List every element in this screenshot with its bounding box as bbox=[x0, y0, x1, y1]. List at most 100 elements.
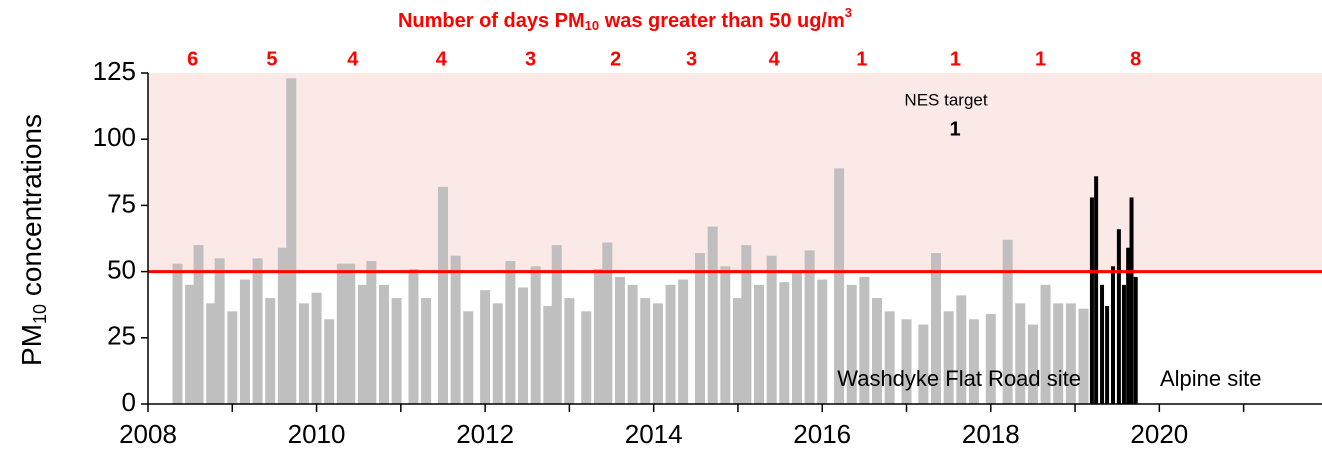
x-tick-label: 2012 bbox=[456, 419, 514, 449]
exceedance-count: 3 bbox=[525, 48, 536, 70]
bar bbox=[172, 263, 183, 404]
bar bbox=[518, 287, 529, 404]
bar bbox=[614, 276, 625, 404]
bar bbox=[640, 298, 651, 404]
chart-title: Number of days PM10 was greater than 50 … bbox=[398, 5, 852, 33]
bar bbox=[1040, 284, 1051, 404]
y-tick-label: 125 bbox=[93, 56, 136, 86]
bar bbox=[602, 242, 613, 404]
bar bbox=[918, 324, 929, 404]
bar bbox=[551, 245, 562, 404]
bar bbox=[1133, 276, 1138, 404]
exceedance-count: 3 bbox=[686, 48, 697, 70]
bar bbox=[859, 276, 870, 404]
bar bbox=[1100, 284, 1105, 404]
exceedance-count: 4 bbox=[347, 48, 359, 70]
bar bbox=[627, 284, 638, 404]
site-label: Washdyke Flat Road site bbox=[837, 366, 1081, 391]
bar bbox=[185, 284, 196, 404]
y-tick-label: 50 bbox=[107, 254, 136, 284]
bar bbox=[1121, 284, 1126, 404]
ylabel-part: concentrations bbox=[16, 114, 47, 304]
bar bbox=[252, 258, 263, 404]
bar bbox=[779, 282, 790, 404]
exceedance-count: 1 bbox=[856, 48, 867, 70]
bar bbox=[741, 245, 752, 404]
title-sup: 3 bbox=[845, 5, 852, 20]
bar bbox=[1116, 229, 1121, 404]
bar bbox=[1002, 239, 1013, 404]
x-tick-label: 2014 bbox=[625, 419, 683, 449]
bar bbox=[357, 284, 368, 404]
exceedance-count: 6 bbox=[187, 48, 198, 70]
bar bbox=[581, 311, 592, 404]
bar bbox=[766, 255, 777, 404]
bar bbox=[543, 306, 554, 404]
y-tick-label: 25 bbox=[107, 321, 136, 351]
bar bbox=[480, 290, 491, 404]
y-tick-label: 0 bbox=[122, 387, 136, 417]
bar bbox=[652, 303, 663, 404]
bar bbox=[1110, 266, 1115, 404]
bar bbox=[968, 319, 979, 404]
bar bbox=[324, 319, 335, 404]
exceedance-count: 2 bbox=[610, 48, 621, 70]
bar bbox=[564, 298, 575, 404]
bar bbox=[593, 268, 604, 404]
target-label: NES target bbox=[904, 90, 987, 109]
bar bbox=[817, 279, 828, 404]
bar bbox=[1126, 247, 1131, 404]
bar bbox=[391, 298, 402, 404]
target-value: 1 bbox=[949, 118, 960, 140]
title-part: Number of days PM bbox=[398, 10, 585, 32]
ylabel-sub: 10 bbox=[30, 304, 50, 324]
bar bbox=[846, 284, 857, 404]
bar bbox=[214, 258, 225, 404]
bar bbox=[378, 284, 389, 404]
exceedance-zone bbox=[148, 73, 1322, 272]
bar bbox=[492, 303, 503, 404]
bar bbox=[1089, 197, 1094, 404]
bar bbox=[943, 311, 954, 404]
bar bbox=[206, 303, 217, 404]
bar bbox=[1065, 303, 1076, 404]
bar bbox=[298, 303, 309, 404]
y-tick-label: 75 bbox=[107, 188, 136, 218]
bar bbox=[985, 313, 996, 404]
x-tick-label: 2016 bbox=[793, 419, 851, 449]
bar bbox=[437, 186, 448, 404]
bar bbox=[450, 255, 461, 404]
bar bbox=[754, 284, 765, 404]
bar bbox=[884, 311, 895, 404]
bar bbox=[834, 168, 845, 404]
bar bbox=[193, 245, 204, 404]
bar bbox=[931, 253, 942, 404]
bar bbox=[408, 268, 419, 404]
bar bbox=[286, 78, 297, 405]
exceedance-count: 4 bbox=[436, 48, 448, 70]
exceedance-count: 5 bbox=[266, 48, 277, 70]
bar bbox=[1078, 308, 1089, 404]
bar bbox=[872, 298, 883, 404]
bar bbox=[239, 279, 250, 404]
bar bbox=[665, 284, 676, 404]
exceedance-count: 8 bbox=[1130, 48, 1141, 70]
exceedance-count: 1 bbox=[950, 48, 961, 70]
bar bbox=[311, 292, 322, 404]
title-sub: 10 bbox=[585, 18, 599, 33]
x-tick-label: 2020 bbox=[1130, 419, 1188, 449]
title-part: was greater than 50 ug/m bbox=[599, 10, 845, 32]
bar bbox=[1053, 303, 1064, 404]
ylabel-part: PM bbox=[16, 324, 47, 366]
bar bbox=[463, 311, 474, 404]
bar bbox=[277, 247, 288, 404]
bar bbox=[1015, 303, 1026, 404]
bar bbox=[707, 226, 718, 404]
bar bbox=[421, 298, 432, 404]
bar bbox=[720, 266, 731, 404]
exceedance-count: 4 bbox=[769, 48, 781, 70]
bar bbox=[695, 253, 706, 404]
bar bbox=[901, 319, 912, 404]
bar bbox=[530, 266, 541, 404]
